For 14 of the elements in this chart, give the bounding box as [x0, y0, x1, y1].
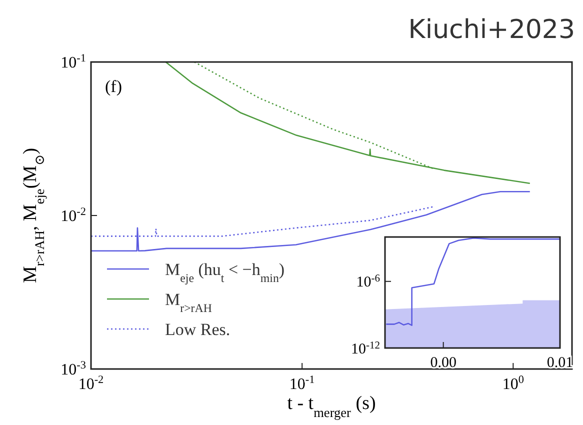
- x-tick-label: 10$^{-1}$: [289, 374, 315, 393]
- y-tick-label: 10$^{-6}$: [356, 273, 380, 291]
- annotation: (f): [105, 77, 122, 96]
- y-tick-label: 10$^{-1}$: [60, 52, 86, 72]
- y-tick-label: 10$^{-12}$: [351, 340, 380, 358]
- legend-label: Low Res.: [165, 320, 230, 339]
- chart-title: Kiuchi+2023: [408, 15, 575, 45]
- legend-label: M$_{eje}$ (hu$_{t}$ < −h$_{min}$): [165, 260, 285, 285]
- y-tick-label: 10$^{-2}$: [60, 206, 86, 226]
- x-tick-label: 10$^{0}$: [502, 374, 524, 393]
- x-axis-title: t - t$_{merger}$ (s): [287, 393, 376, 420]
- legend-label: M$_{r>rAH}$: [165, 290, 212, 315]
- line-series: [386, 237, 560, 326]
- x-tick-label: 0.00: [430, 355, 456, 371]
